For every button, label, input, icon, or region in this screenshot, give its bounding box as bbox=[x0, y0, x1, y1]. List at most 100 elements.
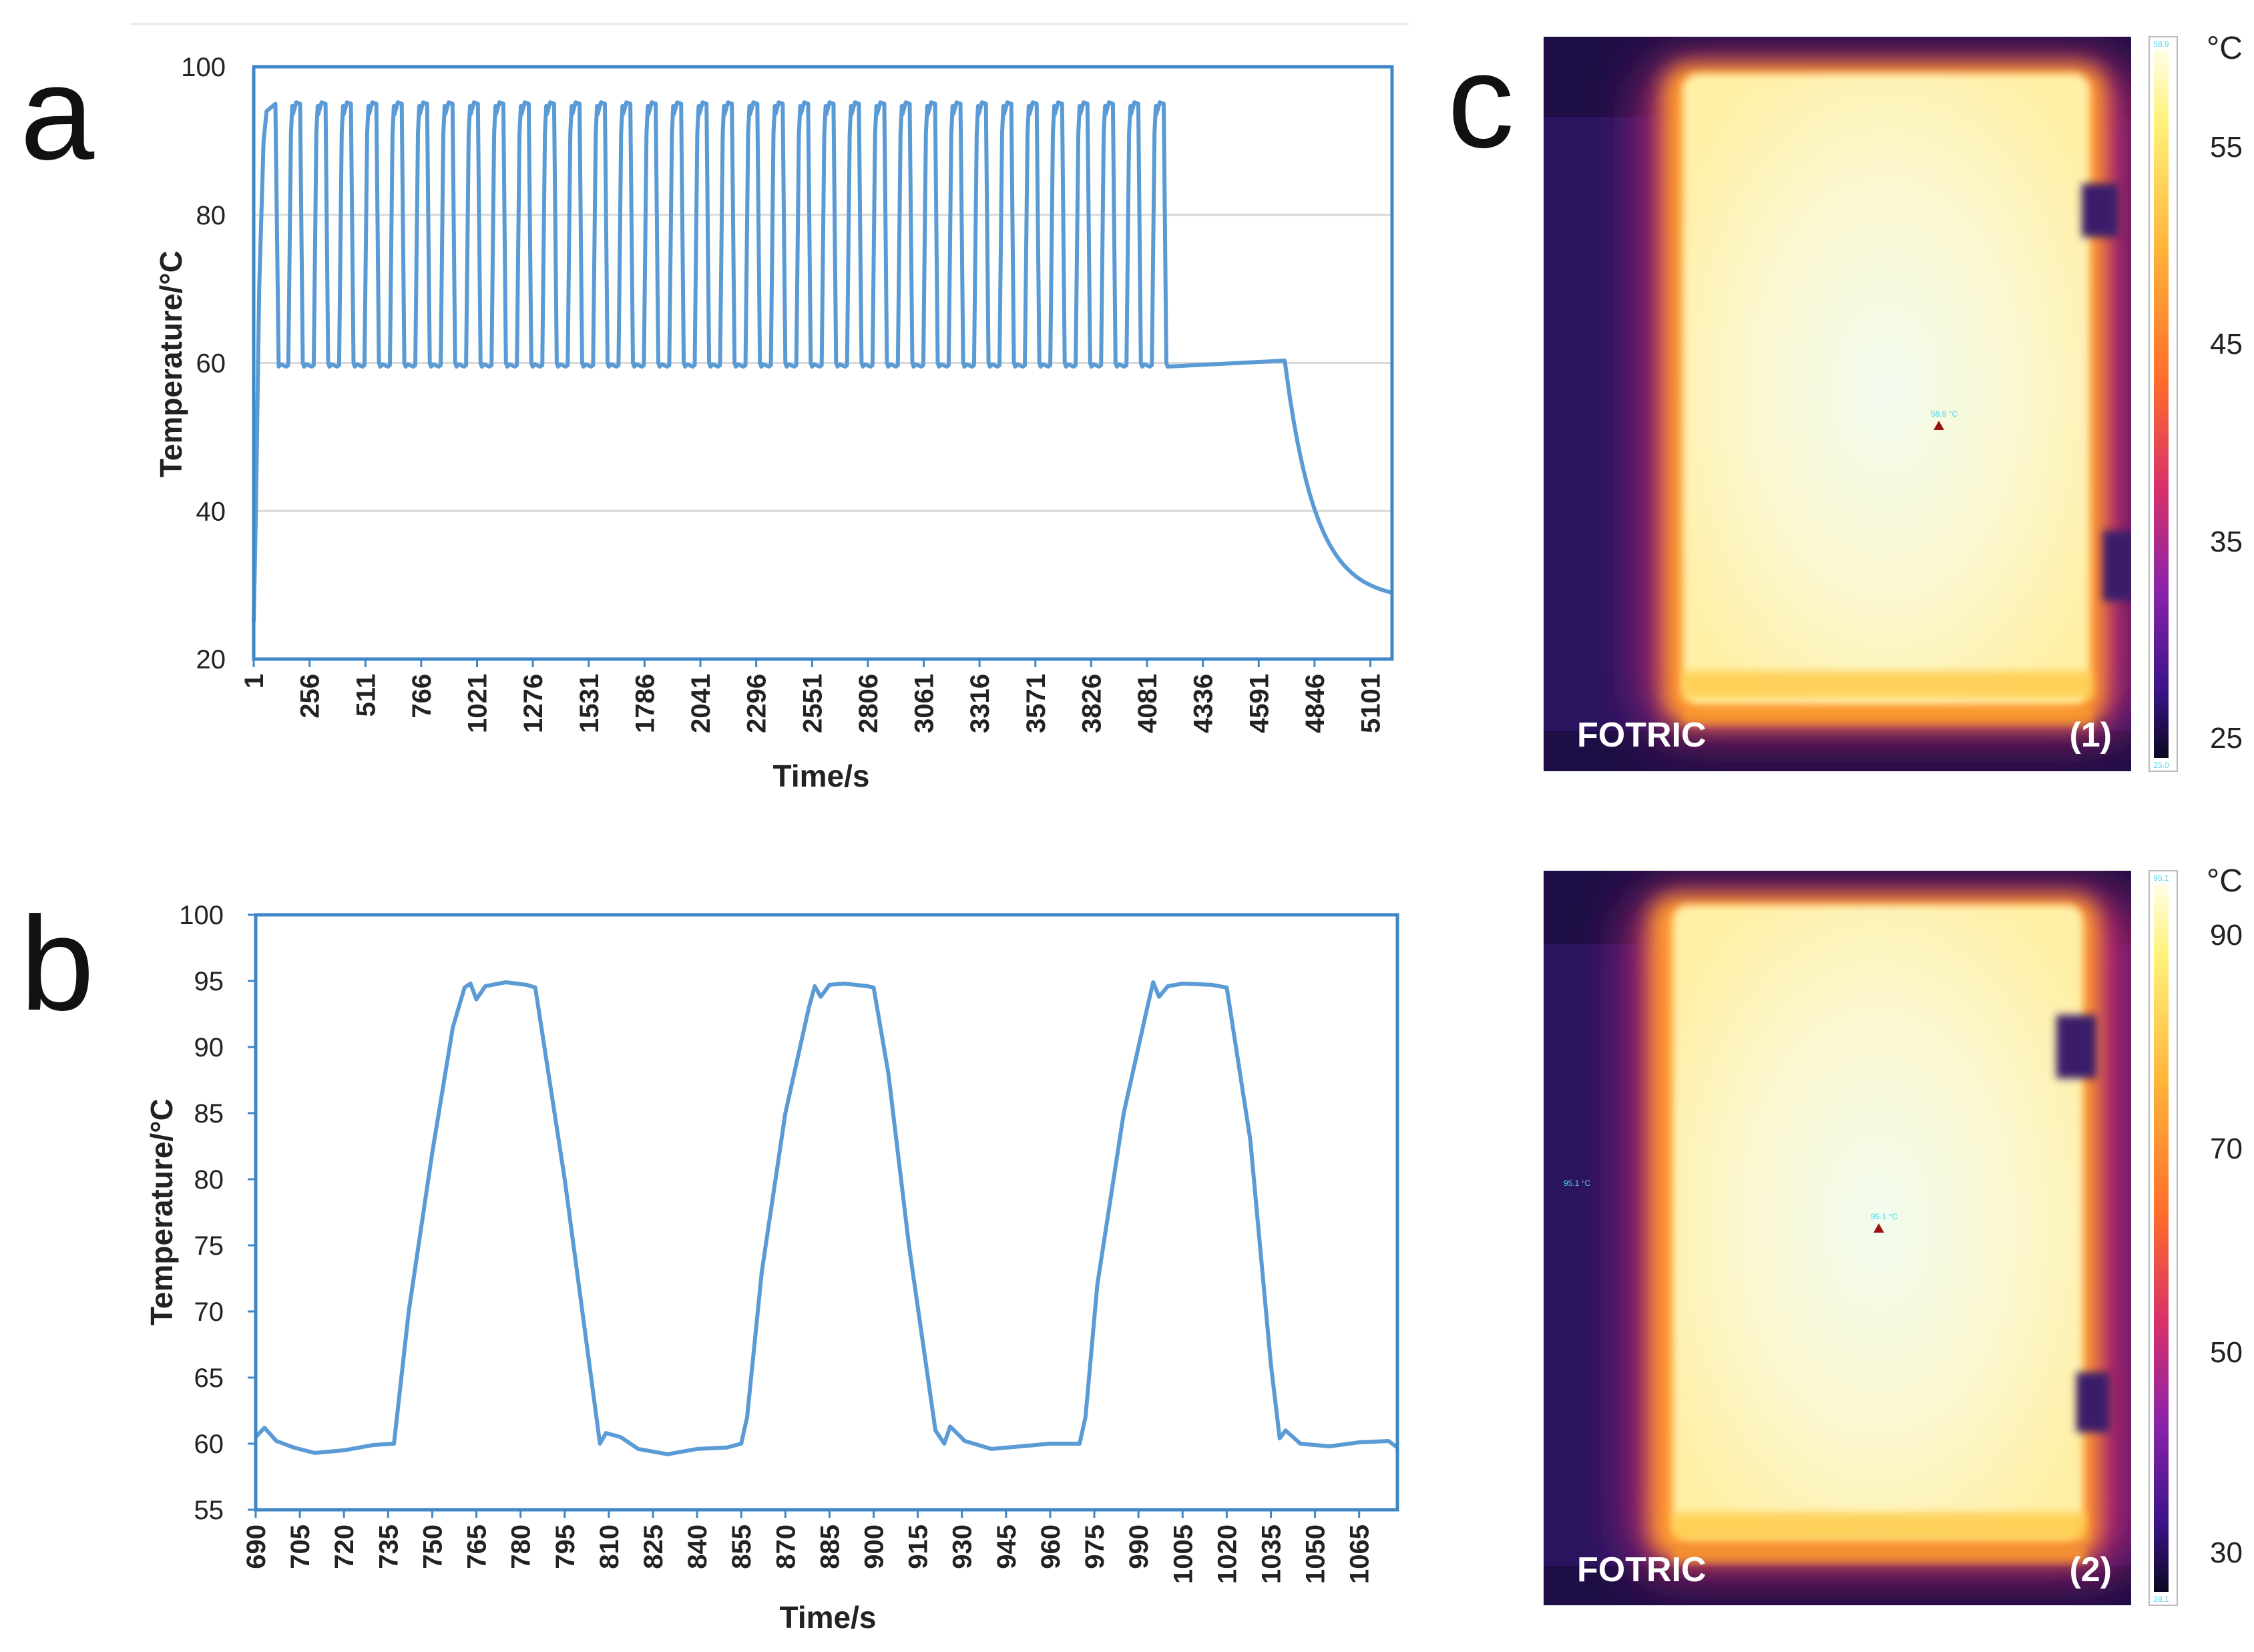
x-tick-label-a: 2806 bbox=[854, 674, 883, 733]
scale-unit-2: °C bbox=[2207, 863, 2243, 899]
x-tick-label-a: 1786 bbox=[630, 674, 660, 733]
x-tick-label-b: 765 bbox=[463, 1524, 492, 1569]
x-tick-label-a: 511 bbox=[351, 674, 381, 717]
image-caption-1: (1) bbox=[2069, 716, 2112, 755]
y-tick-label-a: 60 bbox=[196, 349, 226, 379]
thermal-image-1: 58.9 °C FOTRIC (1) 58.9 25.0 °C 55 45 35… bbox=[1544, 31, 2243, 772]
x-tick-label-b: 750 bbox=[418, 1524, 447, 1569]
x-tick-label-b: 930 bbox=[948, 1524, 977, 1569]
x-tick-label-a: 4336 bbox=[1189, 674, 1218, 733]
x-tick-label-a: 5101 bbox=[1357, 674, 1386, 733]
x-tick-label-b: 840 bbox=[683, 1524, 712, 1569]
x-tick-label-b: 1020 bbox=[1212, 1524, 1242, 1584]
x-tick-label-b: 1005 bbox=[1168, 1524, 1198, 1584]
x-tick-label-b: 705 bbox=[286, 1524, 315, 1569]
thermal-image-2: 95.1 °C 95.1 °C FOTRIC (2) 95.1 28.1 °C … bbox=[1544, 863, 2243, 1606]
image-caption-2: (2) bbox=[2069, 1551, 2112, 1589]
y-tick-label-a: 20 bbox=[196, 645, 226, 674]
scale-tick-1-3: 25 bbox=[2210, 722, 2243, 755]
scale-max-label-2: 95.1 bbox=[2153, 873, 2169, 883]
y-tick-label-b: 60 bbox=[194, 1430, 224, 1459]
scale-tick-2-1: 70 bbox=[2210, 1132, 2243, 1165]
color-scale-bar-2 bbox=[2154, 884, 2169, 1592]
x-tick-label-a: 1 bbox=[240, 674, 269, 688]
x-tick-label-a: 3061 bbox=[910, 674, 939, 733]
panel-letter-c: c bbox=[1447, 27, 1514, 176]
hotspot-marker-1-icon bbox=[1934, 421, 1944, 430]
x-tick-label-b: 1050 bbox=[1301, 1524, 1331, 1584]
scale-max-label-1: 58.9 bbox=[2153, 39, 2169, 49]
x-tick-label-a: 3316 bbox=[965, 674, 995, 733]
y-tick-label-b: 65 bbox=[194, 1364, 224, 1393]
x-tick-label-b: 825 bbox=[639, 1524, 668, 1569]
x-ticks-a: 1 256 511 766 1021 1276 1531 1786 2041 2296 2551 28… bbox=[240, 659, 1386, 733]
y-tick-label-a: 80 bbox=[196, 201, 226, 230]
x-tick-label-a: 4846 bbox=[1301, 674, 1330, 733]
panel-a: a 100 80 60 40 20 1 256 511 766 1021 1276 1531 1786… bbox=[20, 39, 1394, 793]
x-tick-label-a: 4081 bbox=[1133, 674, 1162, 733]
x-tick-label-a: 766 bbox=[407, 674, 437, 718]
y-tick-label-b: 85 bbox=[194, 1099, 224, 1128]
x-tick-label-b: 1065 bbox=[1345, 1524, 1375, 1584]
x-tick-label-b: 690 bbox=[242, 1524, 271, 1569]
x-tick-label-a: 1531 bbox=[575, 674, 604, 733]
x-tick-label-b: 1035 bbox=[1257, 1524, 1286, 1584]
brand-label-2: FOTRIC bbox=[1577, 1551, 1707, 1589]
x-tick-label-a: 3826 bbox=[1077, 674, 1106, 733]
marker-reading-2: 95.1 °C bbox=[1871, 1212, 1897, 1221]
scale-tick-2-3: 30 bbox=[2210, 1536, 2243, 1569]
x-tick-label-a: 2551 bbox=[798, 674, 827, 733]
x-axis-label-a: Time/s bbox=[773, 759, 870, 793]
x-tick-label-a: 4591 bbox=[1245, 674, 1274, 733]
color-scale-bar-1 bbox=[2154, 50, 2169, 758]
hotspot-marker-2-icon bbox=[1873, 1223, 1884, 1233]
series-line-b bbox=[254, 980, 1399, 1456]
x-tick-label-b: 795 bbox=[551, 1524, 580, 1569]
x-tick-label-b: 810 bbox=[595, 1524, 624, 1569]
y-tick-label-b: 95 bbox=[194, 967, 224, 996]
x-tick-label-b: 915 bbox=[904, 1524, 933, 1569]
marker-reading-1: 58.9 °C bbox=[1931, 409, 1958, 419]
y-tick-label-b: 70 bbox=[194, 1297, 224, 1327]
panel-letter-a: a bbox=[20, 39, 95, 188]
panel-c: c 58.9 °C FOTRIC (1) 58.9 2 bbox=[1447, 27, 2243, 1606]
x-axis-label-b: Time/s bbox=[780, 1600, 877, 1635]
x-tick-label-a: 1021 bbox=[463, 674, 493, 733]
scale-min-label-2: 28.1 bbox=[2153, 1595, 2169, 1604]
series-line-a bbox=[252, 100, 1393, 622]
y-ticks-a: 100 80 60 40 20 bbox=[181, 53, 226, 674]
brand-label-1: FOTRIC bbox=[1577, 716, 1707, 755]
x-tick-label-b: 735 bbox=[374, 1524, 403, 1569]
x-tick-label-b: 870 bbox=[771, 1524, 801, 1569]
y-tick-label-b: 100 bbox=[179, 901, 224, 930]
x-tick-label-a: 3571 bbox=[1022, 674, 1051, 733]
plot-frame-b bbox=[254, 913, 1399, 1512]
y-tick-label-b: 55 bbox=[194, 1496, 224, 1525]
x-tick-label-b: 945 bbox=[992, 1524, 1022, 1569]
y-ticks-b: 100 95 90 85 80 75 70 65 60 55 bbox=[179, 901, 256, 1525]
x-tick-label-b: 990 bbox=[1124, 1524, 1154, 1569]
x-ticks-b: 690 705 720 735 750 765 780 795 810 825 840 855 870 8… bbox=[242, 1510, 1375, 1584]
scale-tick-1-0: 55 bbox=[2210, 131, 2243, 164]
x-tick-label-b: 900 bbox=[860, 1524, 889, 1569]
x-tick-label-a: 256 bbox=[296, 674, 325, 718]
x-tick-label-b: 885 bbox=[815, 1524, 845, 1569]
x-tick-label-b: 975 bbox=[1080, 1524, 1110, 1569]
y-tick-label-b: 75 bbox=[194, 1231, 224, 1261]
scale-tick-2-0: 90 bbox=[2210, 919, 2243, 952]
scale-tick-2-2: 50 bbox=[2210, 1336, 2243, 1369]
y-tick-label-b: 90 bbox=[194, 1033, 224, 1062]
y-axis-label-a: Temperature/°C bbox=[154, 250, 188, 477]
x-tick-label-b: 780 bbox=[507, 1524, 536, 1569]
x-tick-label-a: 2041 bbox=[686, 674, 716, 733]
scale-tick-1-2: 35 bbox=[2210, 526, 2243, 558]
y-tick-label-a: 100 bbox=[181, 53, 226, 82]
x-tick-label-b: 855 bbox=[727, 1524, 756, 1569]
x-tick-label-b: 720 bbox=[330, 1524, 359, 1569]
side-reading-2: 95.1 °C bbox=[1564, 1179, 1590, 1188]
scale-min-label-1: 25.0 bbox=[2153, 761, 2169, 770]
y-axis-label-b: Temperature/°C bbox=[144, 1098, 179, 1325]
x-tick-label-a: 2296 bbox=[742, 674, 772, 733]
y-tick-label-a: 40 bbox=[196, 497, 226, 526]
